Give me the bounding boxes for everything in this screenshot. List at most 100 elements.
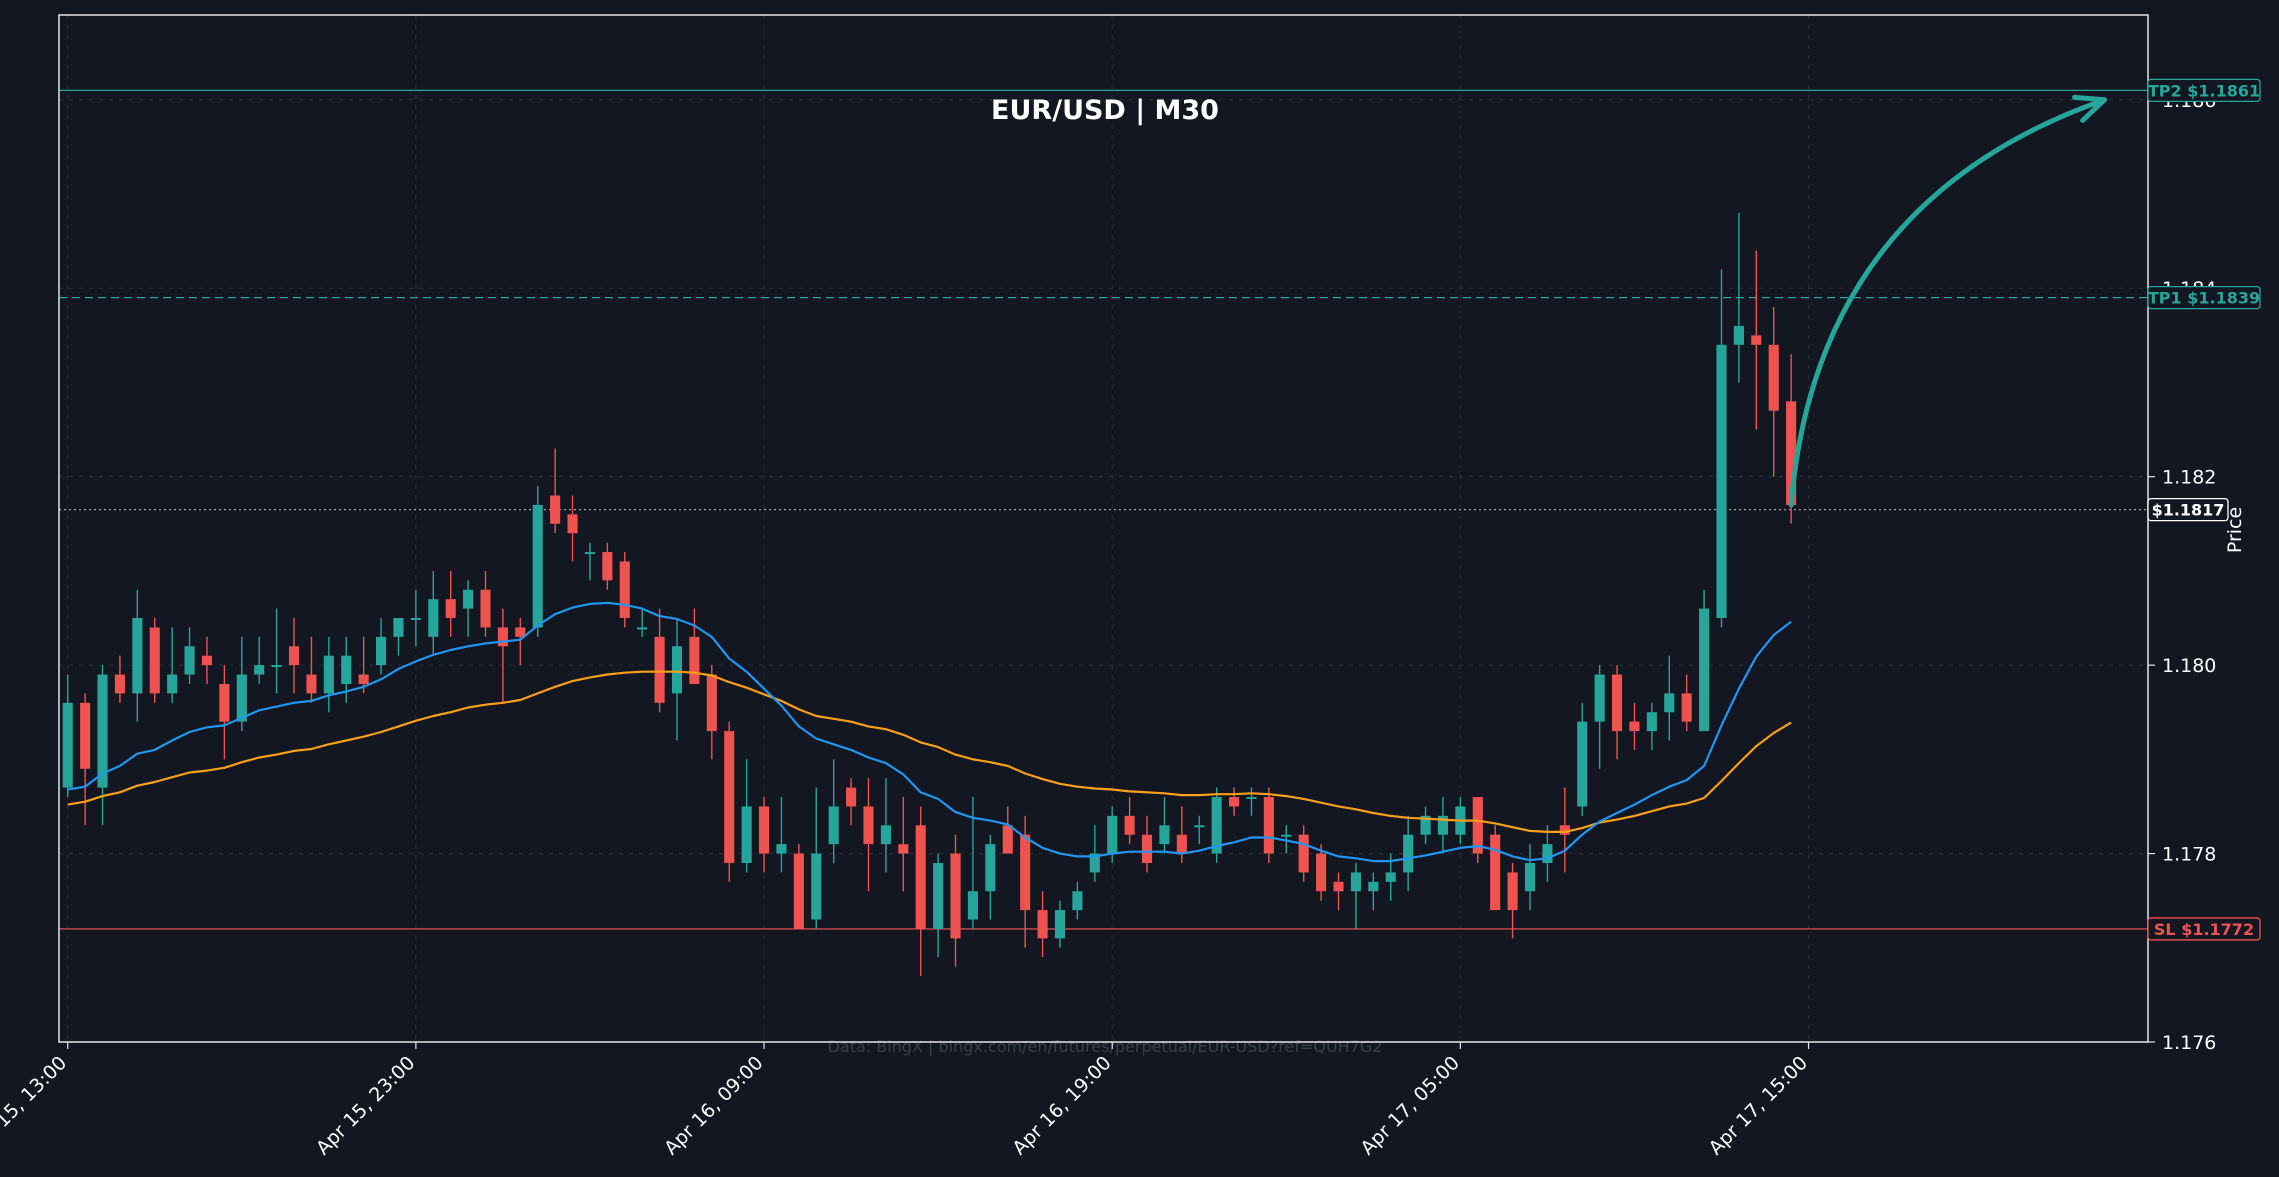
candle-body: [184, 646, 195, 675]
candle: [410, 589, 421, 647]
candle-body: [619, 561, 630, 619]
candle-body: [1611, 674, 1623, 732]
candle: [358, 636, 369, 694]
candle-body: [323, 655, 334, 694]
candle: [602, 542, 613, 590]
candle-body: [1089, 853, 1100, 873]
candle: [1211, 787, 1222, 863]
y-tick-label: 1.182: [2162, 467, 2216, 489]
candle: [828, 759, 839, 863]
candle-body: [1350, 872, 1361, 892]
y-axis-label: Price: [2224, 507, 2246, 553]
candle: [1733, 212, 1744, 383]
candle-body: [376, 636, 387, 666]
candle: [1507, 862, 1518, 939]
candle: [1002, 806, 1013, 854]
candle: [967, 797, 978, 929]
candle-body: [515, 627, 526, 637]
candle-body: [863, 806, 874, 845]
candle: [915, 806, 926, 977]
candle-body: [114, 674, 125, 694]
candle-body: [97, 674, 108, 788]
candle-body: [654, 636, 665, 703]
candle-body: [689, 636, 700, 684]
candle-body: [1577, 721, 1588, 807]
level-tag-box: [2147, 498, 2229, 522]
candle: [1263, 787, 1274, 863]
level-lines: [59, 89, 2148, 930]
candle-body: [1403, 834, 1414, 873]
candle: [637, 608, 648, 637]
candle: [880, 778, 891, 873]
candle: [1229, 787, 1240, 816]
level-tag-TP2: TP2 $1.1861: [2147, 78, 2261, 103]
candle: [463, 580, 474, 637]
level-tag-current: $1.1817: [2147, 498, 2229, 522]
candle: [480, 570, 491, 637]
level-tag-box: [2147, 286, 2261, 310]
candle-body: [410, 618, 421, 621]
candle: [550, 448, 561, 534]
candle-body: [776, 844, 787, 854]
candle: [1350, 862, 1361, 929]
candle-body: [1333, 881, 1344, 892]
candle: [515, 618, 526, 666]
candle: [758, 797, 770, 873]
ema-slow-line: [67, 670, 1792, 834]
plot-frame: [58, 14, 2149, 1043]
candle: [1159, 797, 1170, 854]
candle-body: [532, 504, 543, 628]
candle-body: [1298, 834, 1309, 873]
candle: [219, 665, 230, 760]
candle: [497, 608, 508, 703]
candle: [1594, 665, 1605, 769]
candle-body: [1368, 881, 1379, 892]
candle: [619, 552, 630, 628]
candle: [167, 627, 178, 703]
candle-body: [1507, 872, 1518, 911]
candle: [1768, 307, 1779, 477]
candle: [1420, 806, 1431, 845]
candle: [1298, 825, 1309, 882]
candle: [1629, 702, 1640, 750]
level-tag-label: $1.1817: [2152, 501, 2225, 520]
candle: [1333, 872, 1344, 911]
candle-body: [567, 514, 578, 534]
candle-body: [1751, 335, 1762, 345]
candle-body: [671, 646, 683, 694]
candle: [985, 834, 996, 920]
candle-body: [846, 787, 857, 807]
candle-body: [584, 552, 596, 555]
candle: [1559, 787, 1570, 873]
candle-body: [1542, 844, 1553, 863]
candle: [950, 834, 961, 967]
candle: [97, 665, 108, 826]
watermark: Data: BingX | bingx.com/en/futures/perpe…: [828, 1037, 1383, 1056]
candle-body: [950, 853, 961, 939]
candle-body: [1385, 872, 1396, 882]
candle-body: [1072, 891, 1083, 911]
candle-body: [1524, 862, 1536, 892]
candle-body: [758, 806, 770, 854]
candle-body: [1246, 797, 1257, 800]
candle-body: [1594, 674, 1605, 722]
candle: [376, 618, 387, 675]
candle: [1542, 825, 1553, 882]
candle: [724, 721, 735, 882]
candle: [288, 618, 300, 694]
candle-body: [288, 646, 300, 666]
candle-body: [793, 853, 804, 929]
candle-body: [167, 674, 178, 694]
candle-body: [967, 891, 978, 920]
candle-body: [1733, 325, 1744, 345]
candle-body: [1646, 712, 1657, 732]
candle: [393, 618, 404, 656]
candle: [671, 618, 683, 741]
candle-body: [828, 806, 839, 845]
candle-body: [1054, 910, 1066, 939]
candle-body: [1176, 834, 1187, 854]
candle-body: [915, 825, 926, 929]
candle-body: [706, 674, 717, 732]
candle-body: [393, 618, 404, 637]
candles: [62, 212, 1797, 977]
